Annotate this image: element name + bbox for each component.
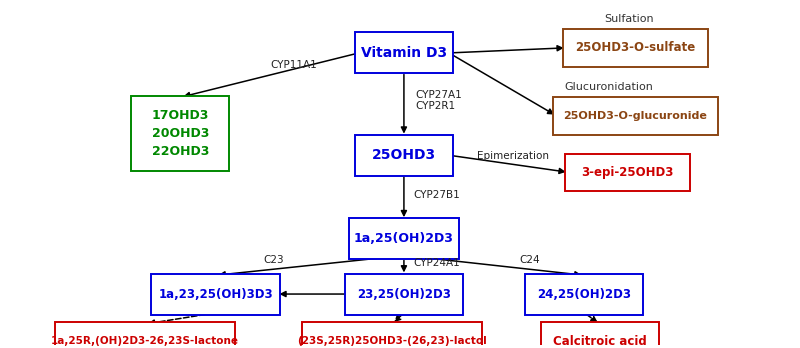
FancyBboxPatch shape xyxy=(345,274,462,315)
FancyBboxPatch shape xyxy=(526,274,643,315)
Text: (23S,25R)25OHD3-(26,23)-lactol: (23S,25R)25OHD3-(26,23)-lactol xyxy=(298,336,487,346)
FancyBboxPatch shape xyxy=(565,153,690,191)
Text: CYP27A1
CYP2R1: CYP27A1 CYP2R1 xyxy=(416,90,462,111)
Text: Vitamin D3: Vitamin D3 xyxy=(361,46,447,60)
FancyBboxPatch shape xyxy=(55,322,235,348)
Text: 24,25(OH)2D3: 24,25(OH)2D3 xyxy=(538,287,631,301)
Text: CYP24A1: CYP24A1 xyxy=(414,258,460,268)
FancyBboxPatch shape xyxy=(355,32,453,73)
FancyBboxPatch shape xyxy=(562,29,708,66)
FancyBboxPatch shape xyxy=(131,96,230,171)
Text: Calcitroic acid: Calcitroic acid xyxy=(553,335,646,348)
FancyBboxPatch shape xyxy=(151,274,281,315)
Text: Sulfation: Sulfation xyxy=(604,14,654,24)
Text: 25OHD3-O-sulfate: 25OHD3-O-sulfate xyxy=(575,41,695,54)
Text: Glucuronidation: Glucuronidation xyxy=(565,82,654,92)
FancyBboxPatch shape xyxy=(349,218,459,259)
Text: 17OHD3
20OHD3
22OHD3: 17OHD3 20OHD3 22OHD3 xyxy=(152,109,209,158)
Text: 25OHD3-O-glucuronide: 25OHD3-O-glucuronide xyxy=(563,111,707,121)
Text: CYP27B1: CYP27B1 xyxy=(414,190,460,200)
Text: CYP11A1: CYP11A1 xyxy=(270,60,318,70)
FancyBboxPatch shape xyxy=(302,322,482,348)
FancyBboxPatch shape xyxy=(355,135,453,176)
Text: 3-epi-25OHD3: 3-epi-25OHD3 xyxy=(581,166,674,179)
FancyBboxPatch shape xyxy=(541,322,658,348)
Text: C23: C23 xyxy=(264,255,284,264)
Text: C24: C24 xyxy=(519,255,540,264)
Text: 1a,25R,(OH)2D3-26,23S-lactone: 1a,25R,(OH)2D3-26,23S-lactone xyxy=(51,336,239,346)
Text: 25OHD3: 25OHD3 xyxy=(372,148,436,162)
Text: 23,25(OH)2D3: 23,25(OH)2D3 xyxy=(357,287,451,301)
FancyBboxPatch shape xyxy=(553,97,718,135)
Text: Epimerization: Epimerization xyxy=(478,151,550,161)
Text: 1a,23,25(OH)3D3: 1a,23,25(OH)3D3 xyxy=(158,287,273,301)
Text: 1a,25(OH)2D3: 1a,25(OH)2D3 xyxy=(354,232,454,245)
